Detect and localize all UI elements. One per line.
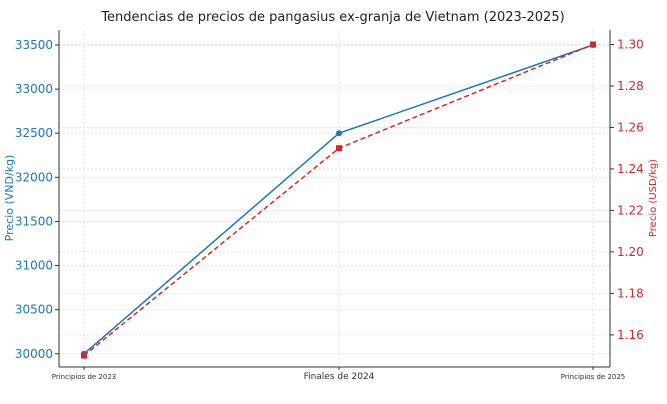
data-point (336, 145, 342, 152)
y-tick-label-right: 1.16 (617, 328, 644, 342)
y-tick-label-right: 1.22 (617, 203, 644, 217)
y-tick-label-right: 1.20 (617, 245, 644, 259)
data-point (590, 41, 596, 48)
axes (55, 30, 614, 370)
y-tick-label-left: 33000 (15, 82, 53, 96)
series-line (83, 43, 594, 357)
series (81, 41, 596, 359)
grid (59, 30, 610, 367)
y-tick-label-left: 32000 (15, 170, 53, 184)
y-tick-label-left: 30500 (15, 303, 53, 317)
x-tick-label: Principios de 2025 (561, 373, 625, 381)
y-tick-label-right: 1.28 (617, 79, 644, 93)
series-line (83, 44, 594, 355)
y-tick-label-right: 1.30 (617, 38, 644, 52)
y-tick-label-right: 1.26 (617, 120, 644, 134)
y-tick-label-left: 30000 (15, 347, 53, 361)
y-tick-label-right: 1.18 (617, 286, 644, 300)
y-axis-label-right: Precio (USD/kg) (648, 159, 659, 237)
chart-title: Tendencias de precios de pangasius ex-gr… (100, 10, 564, 25)
data-point (81, 352, 87, 359)
y-tick-label-left: 31000 (15, 259, 53, 273)
y-tick-label-left: 31500 (15, 214, 53, 228)
x-tick-label: Principios de 2023 (52, 373, 116, 381)
x-tick-label: Finales de 2024 (304, 372, 375, 382)
y-tick-label-right: 1.24 (617, 162, 644, 176)
y-axis-label-left: Precio (VND/kg) (3, 155, 16, 242)
data-point (336, 130, 342, 137)
tick-labels: 30000 30500 31000 31500 32000 32500 33000 33500… (15, 38, 644, 382)
y-tick-label-left: 32500 (15, 126, 53, 140)
y-tick-label-left: 33500 (15, 38, 53, 52)
